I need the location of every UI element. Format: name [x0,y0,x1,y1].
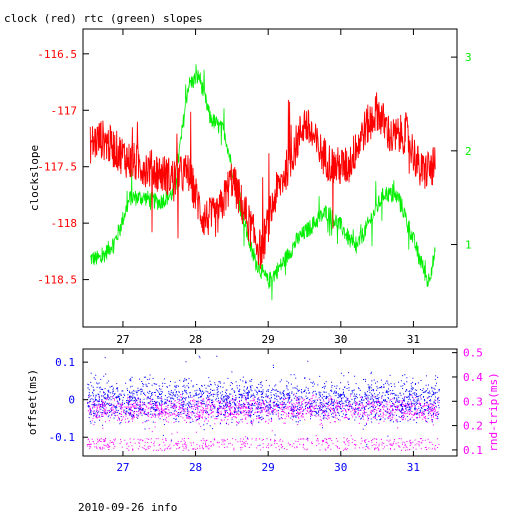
offset-x-axis: 27 28 29 30 31 [116,349,420,474]
offset-left-axis: 0.1 0 -0.1 [49,356,88,444]
series-line-clock [89,92,436,270]
y-right-tick-label: 0.1 [463,444,483,457]
x-tick-label: 28 [189,461,202,474]
y-right-tick-label: 0.2 [463,420,483,433]
x-tick-label: 31 [407,333,420,346]
x-tick-label: 27 [116,333,129,346]
footer-label: 2010-09-26 info [78,501,177,512]
x-tick-label: 30 [334,333,347,346]
y-left-tick-label: 0.1 [55,356,75,369]
x-tick-label: 28 [189,333,202,346]
offset-left-axis-label: offset(ms) [26,369,39,435]
chart-title: clock (red) rtc (green) slopes [4,12,203,25]
offset-plot-frame [82,348,458,457]
x-tick-label: 29 [262,333,275,346]
y-right-tick-label: 1 [465,239,472,252]
series-line-rtc [89,64,436,301]
x-tick-label: 27 [116,461,129,474]
slopes-left-axis-label: clockslope [28,145,41,211]
y-right-tick-label: 0.5 [463,347,483,360]
slopes-series [89,64,436,301]
series-points-rnd-trip [86,392,440,451]
y-left-tick-label: -117.5 [37,161,77,174]
y-left-tick-label: 0 [68,394,75,407]
x-tick-label: 31 [407,461,420,474]
y-left-tick-label: -0.1 [49,431,76,444]
y-left-tick-label: -117 [51,104,78,117]
slopes-right-axis: 3 2 1 [451,51,472,252]
offset-panel: 27 28 29 30 31 0.1 0 -0.1 0.5 0.4 0.3 0.2 0.1 offs… [26,347,500,474]
y-right-tick-label: 0.3 [463,395,483,408]
slopes-x-axis: 27 28 29 30 31 [116,29,420,346]
offset-series [86,355,440,451]
slopes-left-axis: -116.5 -117 -117.5 -118 -118.5 [37,48,89,287]
rnd-trip-right-axis-label: rnd-trip(ms) [487,372,500,451]
y-right-tick-label: 3 [465,51,472,64]
y-left-tick-label: -116.5 [37,48,77,61]
x-tick-label: 30 [334,461,347,474]
y-right-tick-label: 2 [465,145,472,158]
y-right-tick-label: 0.4 [463,371,483,384]
slopes-panel: 27 28 29 30 31 -116.5 -117 -117.5 -118 -118.5 3 2… [28,28,472,346]
y-left-tick-label: -118.5 [37,274,77,287]
x-tick-label: 29 [262,461,275,474]
slopes-plot-frame [82,28,458,328]
y-left-tick-label: -118 [51,217,78,230]
offset-right-axis: 0.5 0.4 0.3 0.2 0.1 [452,347,483,457]
